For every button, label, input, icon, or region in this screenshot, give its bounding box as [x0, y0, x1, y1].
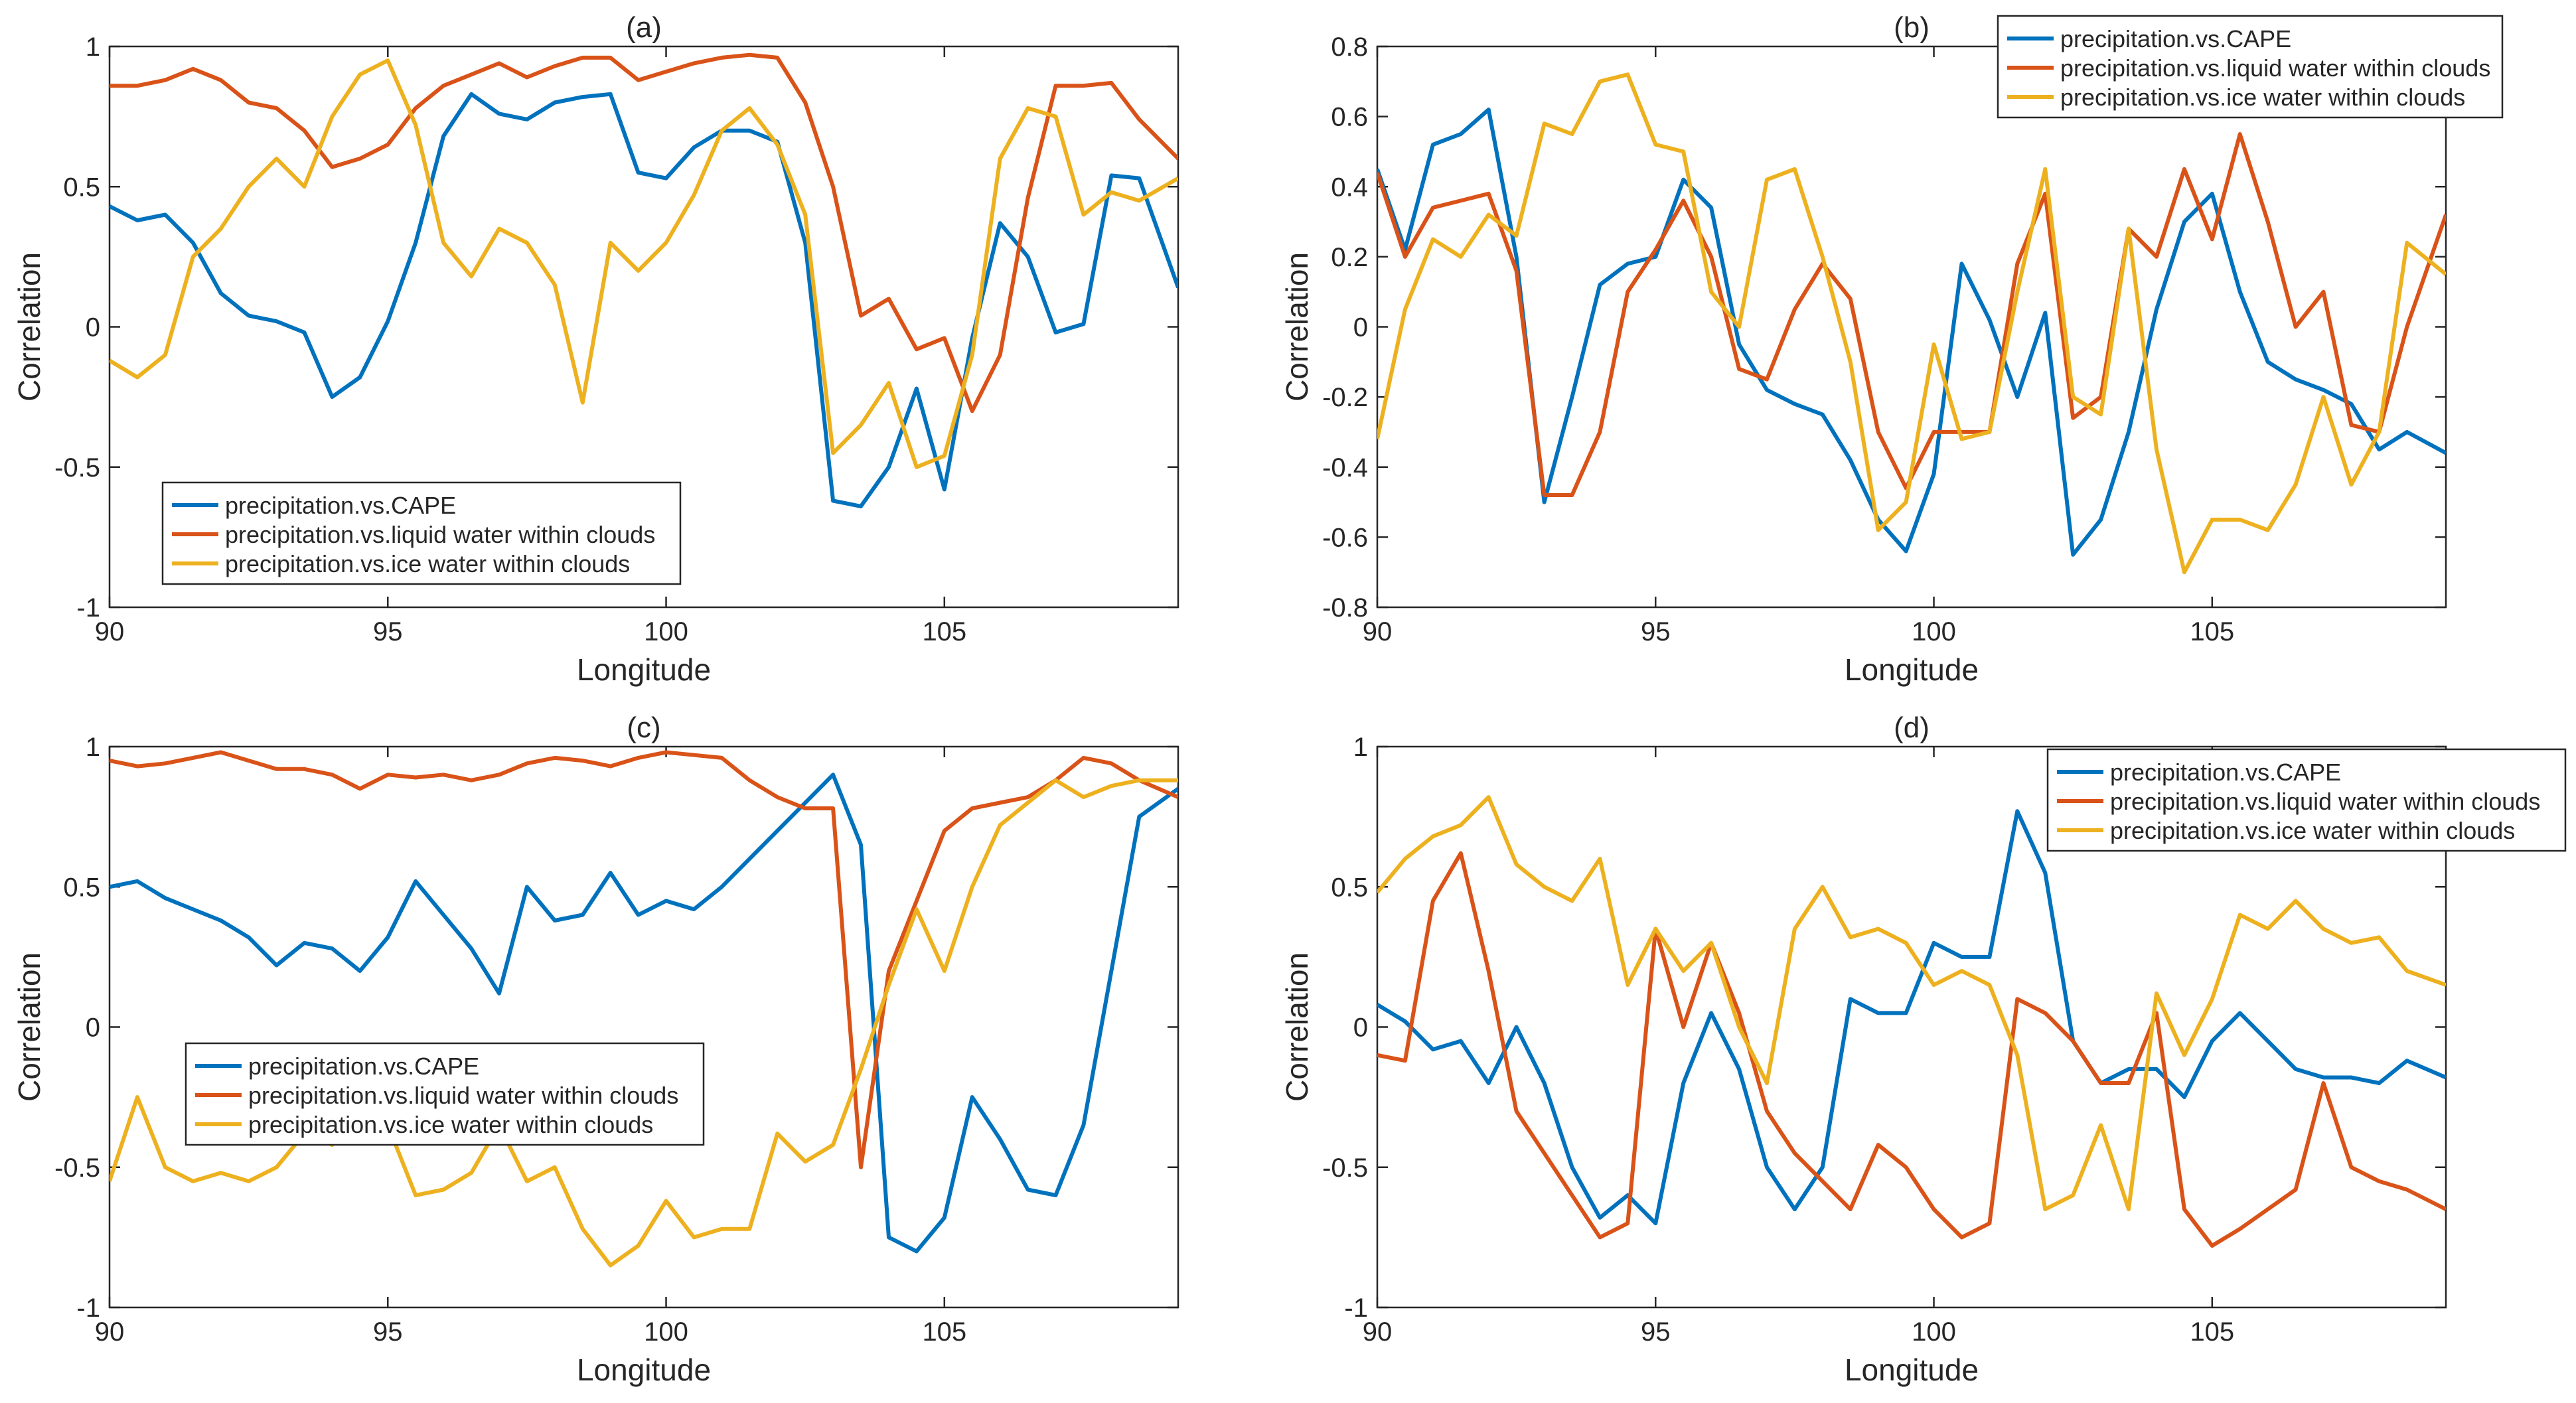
legend: precipitation.vs.CAPEprecipitation.vs.li… — [1997, 15, 2504, 119]
legend-entry: precipitation.vs.liquid water within clo… — [225, 521, 655, 548]
legend-box — [161, 481, 682, 585]
x-tick-label: 100 — [644, 617, 688, 646]
x-tick-label: 90 — [95, 1317, 125, 1347]
y-tick-label: 0.4 — [1331, 173, 1368, 202]
series-line-ice — [110, 58, 1178, 469]
legend-entry: precipitation.vs.ice water within clouds — [225, 550, 630, 577]
legend-box — [1997, 15, 2504, 119]
x-tick-label: 95 — [1641, 617, 1671, 646]
legend-entry: precipitation.vs.CAPE — [2060, 25, 2291, 52]
legend: precipitation.vs.CAPEprecipitation.vs.li… — [185, 1042, 705, 1146]
y-tick-label: 0.2 — [1331, 243, 1368, 272]
x-tick-label: 105 — [922, 1317, 966, 1347]
y-tick-label: -1 — [76, 593, 100, 623]
legend-entry: precipitation.vs.ice water within clouds — [2060, 84, 2465, 111]
legend-entry: precipitation.vs.CAPE — [225, 492, 456, 519]
legend-entry: precipitation.vs.CAPE — [248, 1053, 479, 1080]
series-line-ice — [1377, 795, 2446, 1212]
y-tick-label: 0.6 — [1331, 103, 1368, 132]
x-axis-label: Longitude — [577, 1353, 711, 1387]
x-tick-label: 100 — [1912, 1317, 1956, 1347]
x-axis-label: Longitude — [1845, 652, 1979, 687]
chart-panel-3: 90 95 100 105 -1 -0.5 0 0.5 1 (d) Longitude Correla… — [1280, 711, 2567, 1387]
x-tick-label: 95 — [1641, 1317, 1671, 1347]
series-line-liquid — [1377, 132, 2446, 497]
legend: precipitation.vs.CAPEprecipitation.vs.li… — [2046, 748, 2567, 852]
y-tick-label: 1 — [86, 733, 100, 762]
x-tick-label: 105 — [922, 617, 966, 646]
y-tick-label: 0 — [86, 1013, 100, 1043]
y-tick-label: 1 — [1353, 733, 1368, 762]
y-tick-label: -0.6 — [1322, 523, 1368, 552]
chart-panel-0: 90 95 100 105 -1 -0.5 0 0.5 1 (a) Longitude Correla… — [12, 11, 1179, 687]
series-line-ice — [1377, 72, 2446, 575]
x-tick-label: 90 — [1363, 1317, 1393, 1347]
y-tick-label: 1 — [86, 33, 100, 62]
x-tick-label: 95 — [373, 617, 403, 646]
x-tick-label: 90 — [1363, 617, 1393, 646]
series-line-cape — [110, 773, 1178, 1254]
chart-panel-1: 90 95 100 105 -0.8 -0.6 -0.4 -0.2 0 0.2 0.4 0.6 0.8 (… — [1280, 11, 2504, 687]
chart-title: (a) — [626, 11, 662, 44]
legend: precipitation.vs.CAPEprecipitation.vs.li… — [161, 481, 682, 585]
series-line-cape — [1377, 809, 2446, 1226]
x-axis-label: Longitude — [577, 652, 711, 687]
legend-box — [2046, 748, 2567, 852]
series-line-liquid — [1377, 851, 2446, 1248]
series-line-liquid — [110, 52, 1178, 413]
y-tick-label: -1 — [1344, 1293, 1368, 1323]
y-tick-label: 0.5 — [63, 173, 100, 202]
x-tick-label: 105 — [2190, 1317, 2234, 1347]
y-tick-label: -0.5 — [54, 453, 100, 482]
legend-entry: precipitation.vs.liquid water within clo… — [248, 1082, 678, 1109]
y-axis-label: Correlation — [1280, 952, 1314, 1102]
y-tick-label: 0 — [86, 313, 100, 342]
x-axis-label: Longitude — [1845, 1353, 1979, 1387]
y-tick-label: -0.4 — [1322, 453, 1368, 482]
legend-entry: precipitation.vs.ice water within clouds — [2110, 817, 2515, 844]
legend-entry: precipitation.vs.CAPE — [2110, 759, 2341, 786]
y-tick-label: -0.5 — [54, 1153, 100, 1183]
series-line-liquid — [110, 750, 1178, 1169]
chart-title: (b) — [1894, 11, 1930, 44]
plot-area — [1376, 45, 2447, 609]
y-tick-label: 0.5 — [63, 873, 100, 902]
y-tick-label: -1 — [76, 1293, 100, 1323]
y-tick-label: -0.8 — [1322, 593, 1368, 623]
chart-title: (d) — [1894, 711, 1930, 744]
legend-box — [185, 1042, 705, 1146]
x-tick-label: 100 — [644, 1317, 688, 1347]
chart-title: (c) — [627, 711, 660, 744]
y-axis-label: Correlation — [12, 952, 46, 1102]
series-line-cape — [110, 92, 1178, 508]
y-tick-label: -0.5 — [1322, 1153, 1368, 1183]
series-line-ice — [110, 778, 1178, 1268]
legend-entry: precipitation.vs.liquid water within clo… — [2110, 788, 2540, 815]
legend-entry: precipitation.vs.ice water within clouds — [248, 1111, 653, 1138]
x-tick-label: 100 — [1912, 617, 1956, 646]
legend-entry: precipitation.vs.liquid water within clo… — [2060, 54, 2490, 82]
x-tick-label: 105 — [2190, 617, 2234, 646]
y-tick-label: 0.8 — [1331, 33, 1368, 62]
chart-panel-2: 90 95 100 105 -1 -0.5 0 0.5 1 (c) Longitude Correla… — [12, 711, 1179, 1387]
y-tick-label: -0.2 — [1322, 383, 1368, 412]
x-tick-label: 90 — [95, 617, 125, 646]
y-axis-label: Correlation — [12, 252, 46, 402]
y-tick-label: 0 — [1353, 313, 1368, 342]
series-line-cape — [1377, 108, 2446, 557]
y-tick-label: 0.5 — [1331, 873, 1368, 902]
y-axis-label: Correlation — [1280, 252, 1314, 402]
plot-area — [108, 745, 1179, 1309]
y-tick-label: 0 — [1353, 1013, 1368, 1043]
x-tick-label: 95 — [373, 1317, 403, 1347]
